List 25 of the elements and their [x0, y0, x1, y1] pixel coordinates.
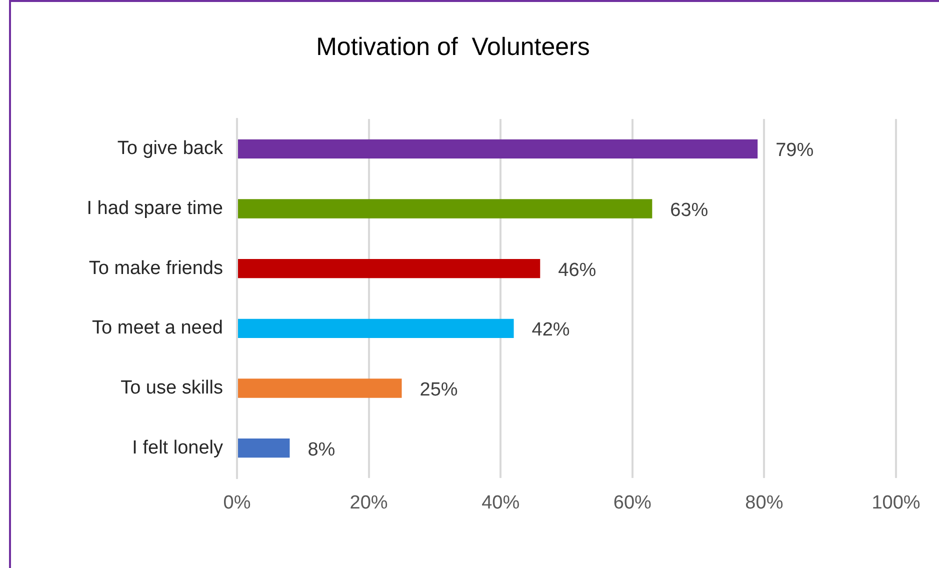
data-label: 25%	[420, 379, 458, 400]
bar	[238, 438, 290, 458]
x-tick-label: 60%	[613, 492, 652, 514]
x-tick-label: 100%	[872, 492, 920, 514]
x-tick-label: 80%	[745, 492, 784, 514]
y-tick-label: To make friends	[88, 258, 223, 279]
y-tick-label: I felt lonely	[132, 437, 224, 458]
x-tick-label: 0%	[223, 492, 251, 514]
bar	[238, 378, 402, 398]
y-tick-label: To meet a need	[92, 318, 223, 339]
x-tick-label: 40%	[482, 492, 520, 514]
y-tick-label: I had spare time	[86, 198, 223, 219]
y-tick-label: To use skills	[120, 377, 223, 398]
bar	[238, 259, 540, 278]
data-label: 42%	[532, 320, 570, 341]
data-label: 63%	[670, 200, 708, 221]
data-label: 8%	[308, 439, 336, 460]
chart-title: Motivation of Volunteers	[316, 32, 590, 61]
bar	[238, 318, 514, 338]
data-label: 46%	[558, 260, 596, 281]
bar	[238, 139, 758, 158]
x-tick-label: 20%	[350, 492, 388, 514]
data-label: 79%	[776, 140, 814, 162]
y-tick-label: To give back	[117, 138, 224, 160]
bar	[238, 199, 652, 218]
